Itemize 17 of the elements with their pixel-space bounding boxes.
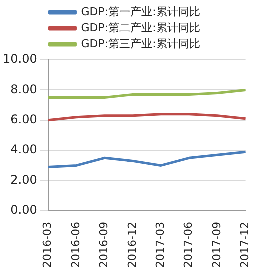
y-tick-label: 4.00 <box>10 142 38 157</box>
y-tick-label: 10.00 <box>2 52 38 66</box>
y-tick-label: 2.00 <box>10 172 38 187</box>
y-tick-label: 8.00 <box>10 82 38 96</box>
legend-label: GDP:第二产业:累计同比 <box>81 21 200 34</box>
x-tick-label: 2017-06 <box>182 222 196 268</box>
x-tick-label: 2017-09 <box>210 222 224 268</box>
legend-label: GDP:第一产业:累计同比 <box>81 5 200 18</box>
x-tick-label: 2016-03 <box>41 222 54 268</box>
y-tick-label: 6.00 <box>10 112 38 127</box>
x-tick-label: 2017-12 <box>238 222 252 268</box>
x-tick-label: 2016-06 <box>69 222 82 268</box>
legend-label: GDP:第三产业:累计同比 <box>81 37 200 50</box>
x-tick-label: 2016-09 <box>98 222 111 268</box>
y-tick-label: 0.00 <box>10 203 38 218</box>
x-tick-label: 2016-12 <box>126 222 139 268</box>
x-tick-label: 2017-03 <box>154 222 168 268</box>
